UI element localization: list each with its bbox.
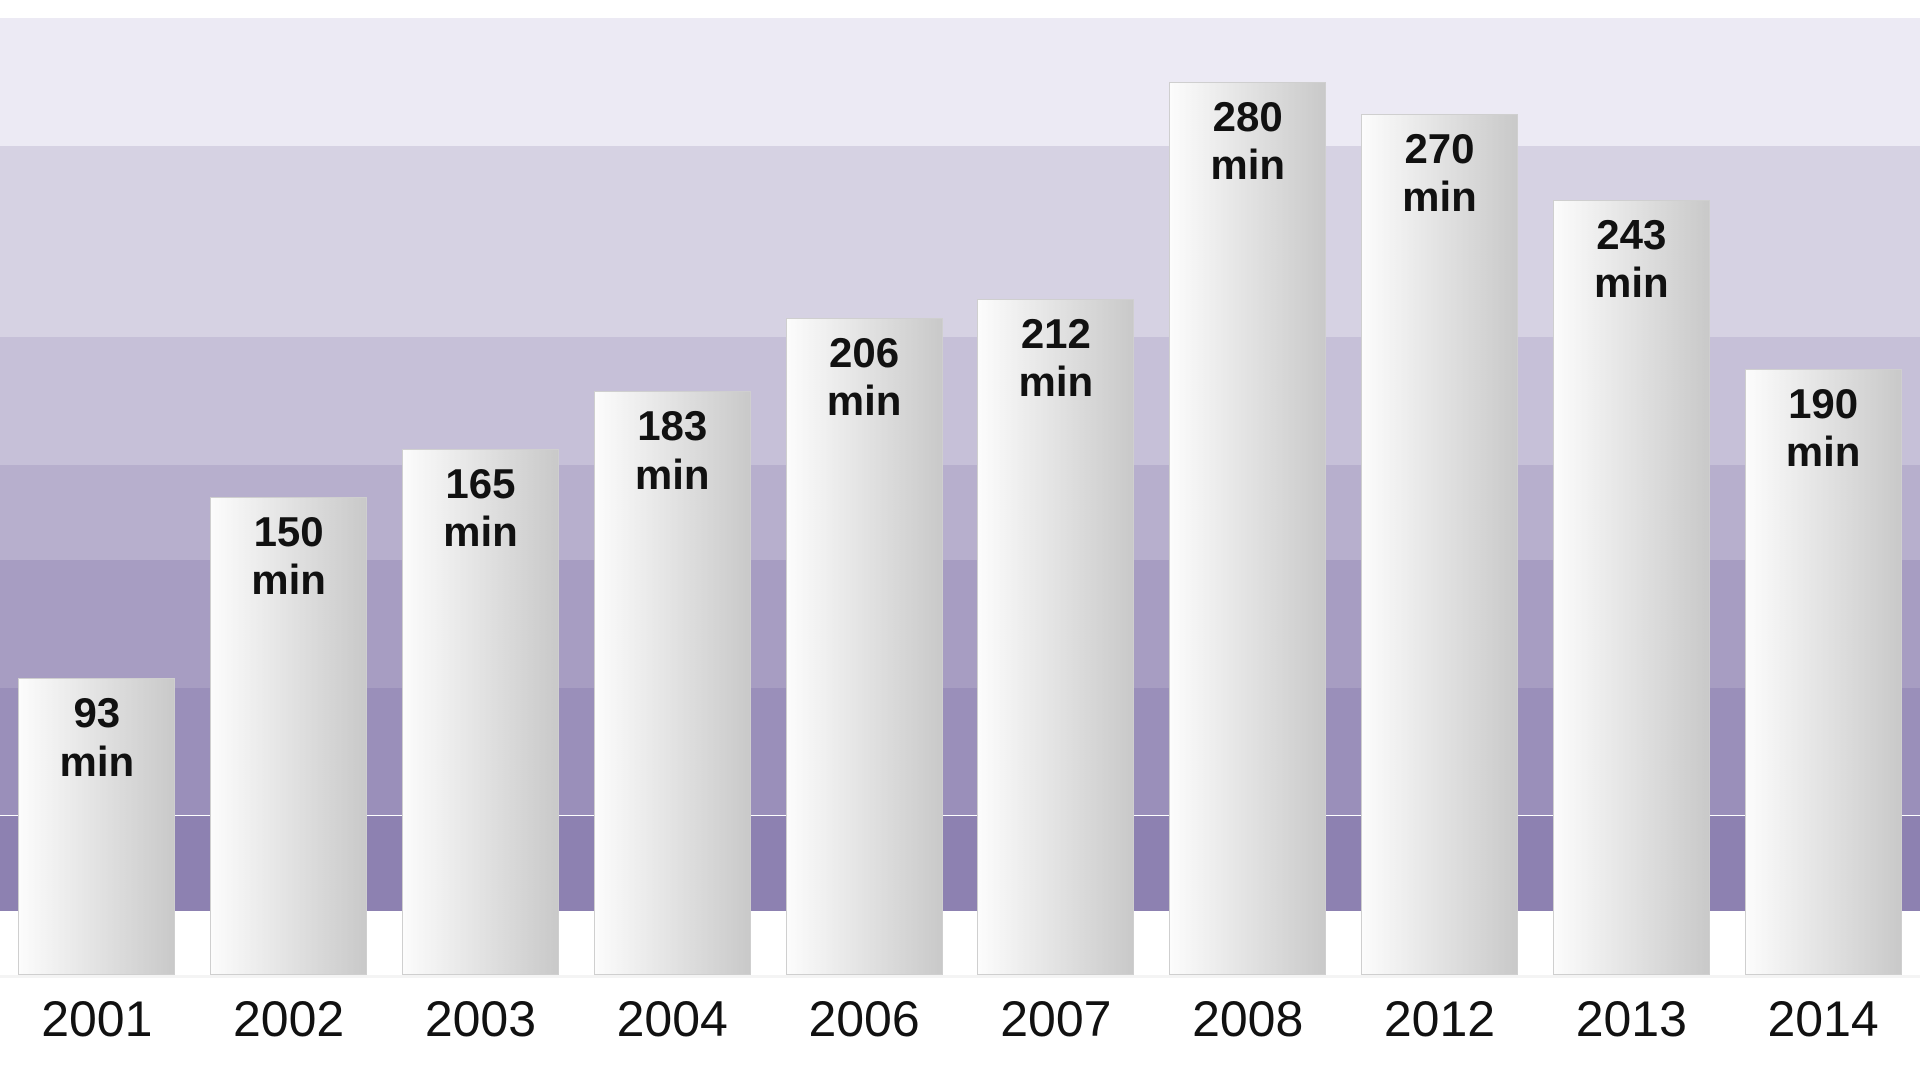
- x-axis: 2001200220032004200620072008201220132014: [0, 990, 1920, 1080]
- bar-slot: 183min: [577, 18, 767, 975]
- bar-slot: 165min: [385, 18, 575, 975]
- bar-slot: 206min: [769, 18, 959, 975]
- x-axis-label: 2001: [2, 990, 192, 1048]
- bar-value-label: 206min: [787, 329, 942, 426]
- bar: 150min: [210, 497, 367, 976]
- bar-value-label: 243min: [1554, 211, 1709, 308]
- bar: 270min: [1361, 114, 1518, 975]
- bar-value-label: 212min: [978, 310, 1133, 407]
- x-axis-label: 2014: [1728, 990, 1918, 1048]
- x-axis-label: 2007: [961, 990, 1151, 1048]
- bar-slot: 190min: [1728, 18, 1918, 975]
- x-axis-label: 2004: [577, 990, 767, 1048]
- bar-slot: 280min: [1153, 18, 1343, 975]
- bar: 212min: [977, 299, 1134, 975]
- chart-container: 93min 150min 165min 183min 206min 212min 280mi…: [0, 0, 1920, 1080]
- bar-slot: 243min: [1536, 18, 1726, 975]
- bar-slot: 93min: [2, 18, 192, 975]
- bar: 183min: [594, 391, 751, 975]
- bar-slot: 212min: [961, 18, 1151, 975]
- bar-slot: 150min: [194, 18, 384, 975]
- bar-value-label: 270min: [1362, 125, 1517, 222]
- x-axis-label: 2008: [1153, 990, 1343, 1048]
- x-axis-label: 2013: [1536, 990, 1726, 1048]
- bar-value-label: 165min: [403, 460, 558, 557]
- bar: 280min: [1169, 82, 1326, 975]
- x-axis-label: 2003: [385, 990, 575, 1048]
- bar: 93min: [18, 678, 175, 975]
- bar-value-label: 190min: [1746, 380, 1901, 477]
- bar: 165min: [402, 449, 559, 975]
- bar: 206min: [786, 318, 943, 975]
- bar-value-label: 183min: [595, 402, 750, 499]
- bar: 190min: [1745, 369, 1902, 975]
- bar-value-label: 150min: [211, 508, 366, 605]
- bar-value-label: 93min: [19, 689, 174, 786]
- bars-area: 93min 150min 165min 183min 206min 212min 280mi…: [0, 18, 1920, 975]
- bar-slot: 270min: [1345, 18, 1535, 975]
- x-axis-label: 2006: [769, 990, 959, 1048]
- x-axis-label: 2012: [1345, 990, 1535, 1048]
- bar: 243min: [1553, 200, 1710, 975]
- x-axis-label: 2002: [194, 990, 384, 1048]
- bar-value-label: 280min: [1170, 93, 1325, 190]
- x-axis-line: [0, 975, 1920, 978]
